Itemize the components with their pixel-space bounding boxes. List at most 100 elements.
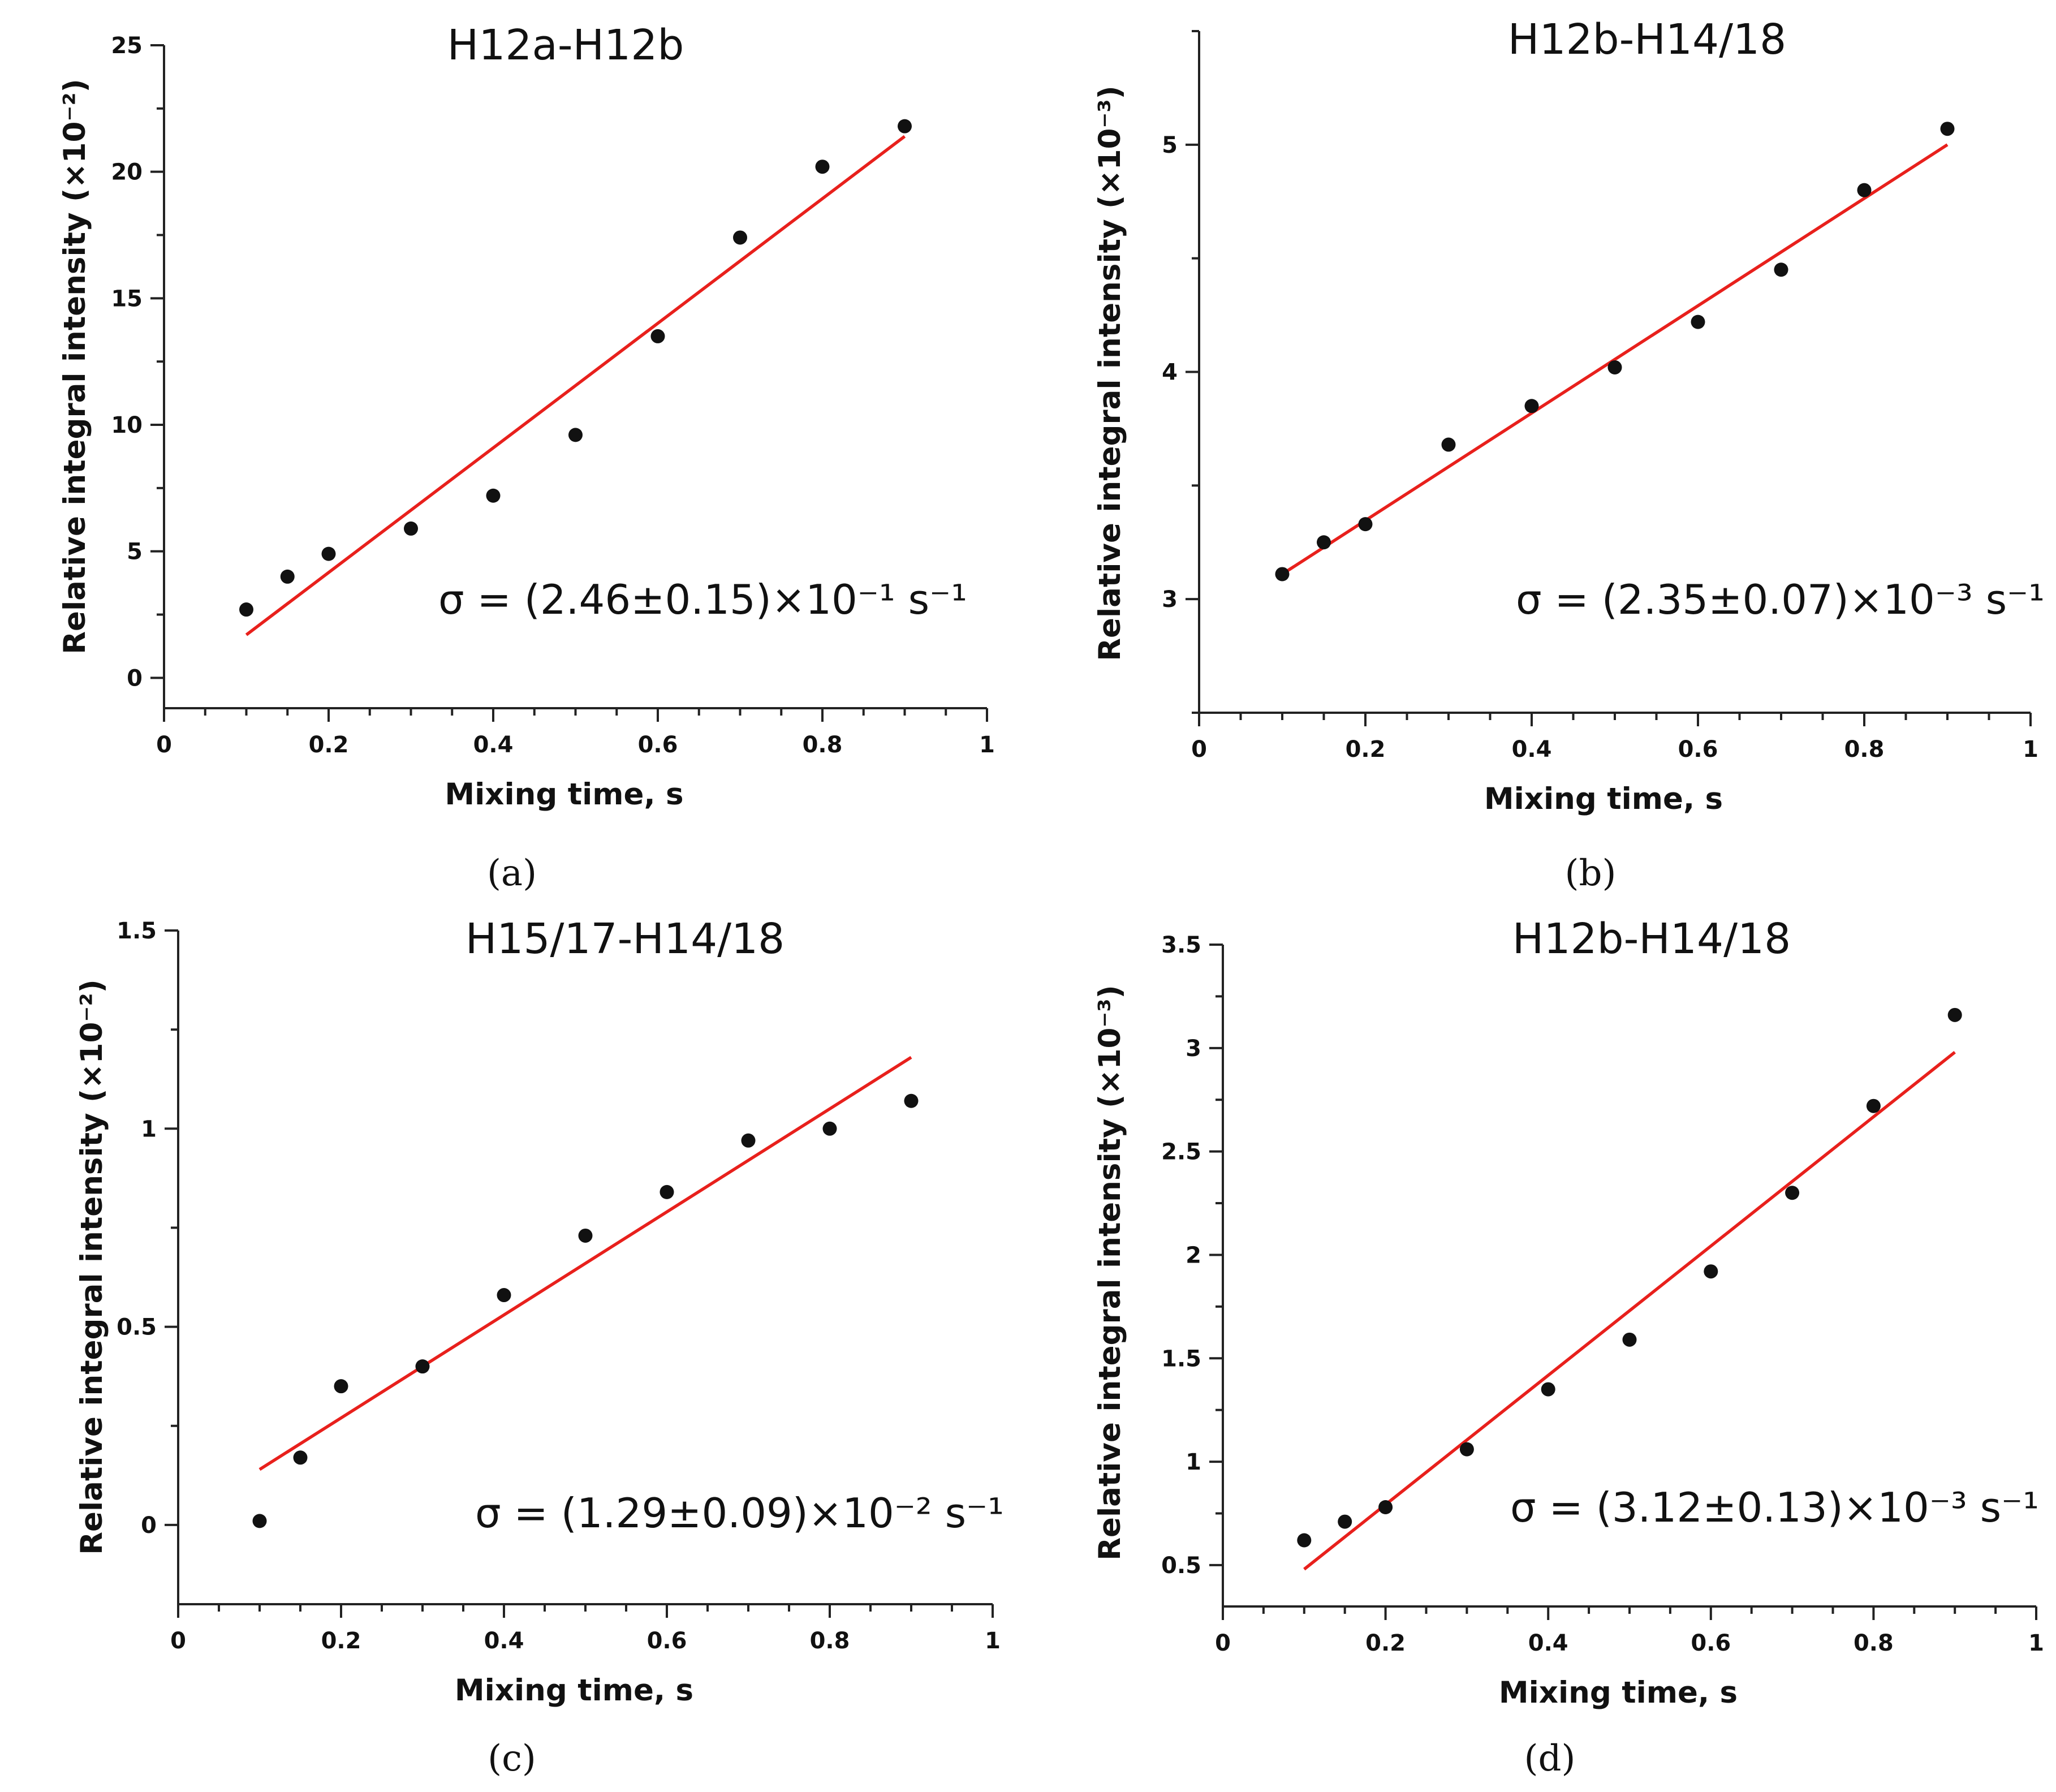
panel-label: (d) (1524, 1738, 1576, 1780)
y-tick-label: 4 (1162, 360, 1178, 386)
x-tick-label: 0.4 (1512, 736, 1552, 763)
data-point (239, 602, 253, 617)
x-axis-label: Mixing time, s (1484, 782, 1723, 816)
data-point (1297, 1533, 1312, 1548)
x-tick-label: 0 (1191, 736, 1207, 763)
data-point (1541, 1382, 1555, 1397)
x-tick-label: 0.4 (484, 1628, 524, 1654)
data-point (497, 1288, 511, 1303)
x-tick-label: 0 (1215, 1630, 1231, 1656)
data-point (1704, 1264, 1718, 1279)
data-point (568, 428, 583, 442)
y-tick-label: 3 (1162, 587, 1178, 613)
data-point (660, 1184, 674, 1199)
data-point (1622, 1332, 1637, 1347)
x-tick-label: 0.2 (309, 732, 349, 758)
y-tick-label: 0 (127, 665, 143, 691)
chart-title: H15/17-H14/18 (465, 915, 785, 963)
sigma-annotation: σ = (2.35±0.07)×10⁻³ s⁻¹ (1516, 576, 2045, 623)
x-tick-label: 0.8 (1844, 736, 1885, 763)
data-point (1947, 1007, 1962, 1022)
x-axis-label: Mixing time, s (1499, 1675, 1738, 1710)
data-point (578, 1228, 593, 1243)
y-tick-label: 15 (111, 286, 143, 312)
y-tick-label: 25 (111, 33, 143, 59)
data-point (280, 569, 295, 584)
y-tick-label: 2 (1186, 1242, 1201, 1268)
data-point (252, 1514, 267, 1528)
data-point (822, 1121, 837, 1136)
data-point (415, 1359, 430, 1374)
data-point (815, 160, 830, 174)
data-point (1857, 183, 1872, 197)
fit-line (1303, 1050, 1956, 1571)
sigma-annotation: σ = (2.46±0.15)×10⁻¹ s⁻¹ (438, 576, 967, 623)
fit-line (258, 1056, 912, 1471)
x-tick-label: 0.2 (1346, 736, 1386, 763)
sigma-annotation: σ = (1.29±0.09)×10⁻² s⁻¹ (475, 1489, 1004, 1537)
y-tick-label: 3.5 (1161, 932, 1201, 958)
x-tick-label: 1 (979, 732, 995, 758)
y-tick-label: 10 (111, 412, 143, 438)
data-point (1607, 360, 1622, 374)
chart-panel-d: 0 0.2 0.4 0.6 0.8 1 0.5 1 1.5 2 2.5 3 3.5 H12b-H14/18… (1093, 915, 2044, 1780)
y-tick-label: 3 (1186, 1036, 1201, 1062)
chart-panel-c: 0 0.2 0.4 0.6 0.8 1 0 0.5 1 1.5 H15/17-H14/18 σ = (… (75, 915, 1004, 1780)
data-point (1940, 122, 1955, 136)
y-tick-label: 2.5 (1161, 1139, 1201, 1165)
y-tick-label: 1.5 (117, 918, 157, 944)
data-point (650, 329, 665, 343)
data-point (486, 488, 501, 503)
data-point (1524, 399, 1539, 413)
y-tick-label: 1 (141, 1116, 157, 1142)
fit-line (245, 135, 906, 636)
data-point (1317, 535, 1331, 550)
x-tick-label: 0.2 (1365, 1630, 1406, 1656)
x-tick-label: 0.6 (1678, 736, 1718, 763)
x-axis-label: Mixing time, s (445, 777, 683, 812)
y-axis-label: Relative integral intensity (×10⁻²) (58, 79, 92, 654)
x-tick-label: 1 (2023, 736, 2038, 763)
data-point (293, 1450, 308, 1465)
y-axis-label: Relative integral intensity (×10⁻³) (1093, 985, 1127, 1561)
x-tick-label: 0.4 (473, 732, 514, 758)
x-tick-label: 0.8 (803, 732, 843, 758)
fit-line (1281, 143, 1949, 576)
data-point (1866, 1099, 1881, 1113)
data-point (404, 521, 418, 536)
y-tick-label: 0.5 (117, 1315, 157, 1341)
x-axis-label: Mixing time, s (455, 1673, 693, 1708)
x-tick-label: 1 (985, 1628, 1001, 1654)
data-point (1774, 262, 1788, 277)
x-tick-label: 0 (170, 1628, 186, 1654)
data-point (1785, 1186, 1800, 1200)
y-tick-label: 1 (1186, 1449, 1201, 1475)
chart-title: H12a-H12b (447, 21, 684, 70)
y-axis-label: Relative integral intensity (×10⁻³) (1093, 85, 1127, 661)
x-tick-label: 0.4 (1528, 1630, 1568, 1656)
data-point (1275, 567, 1290, 581)
y-axis-label: Relative integral intensity (×10⁻²) (75, 979, 109, 1555)
y-tick-label: 0 (141, 1513, 157, 1539)
panel-label: (b) (1565, 852, 1617, 894)
data-point (1378, 1500, 1393, 1514)
data-point (1441, 437, 1456, 452)
data-point (904, 1093, 919, 1108)
chart-title: H12b-H14/18 (1512, 915, 1791, 963)
data-point (898, 119, 912, 133)
x-tick-label: 0 (156, 732, 172, 758)
sigma-annotation: σ = (3.12±0.13)×10⁻³ s⁻¹ (1510, 1484, 2039, 1531)
data-point (334, 1379, 348, 1394)
y-tick-label: 20 (111, 160, 143, 186)
data-point (1358, 517, 1373, 532)
chart-panel-b: 0 0.2 0.4 0.6 0.8 1 3 4 5 H12b-H14/18 σ = (2.35±0.… (1093, 15, 2045, 894)
x-tick-label: 0.2 (321, 1628, 361, 1654)
x-tick-label: 0.6 (638, 732, 678, 758)
data-point (733, 230, 747, 245)
x-tick-label: 1 (2028, 1630, 2044, 1656)
y-tick-label: 5 (1162, 132, 1178, 158)
y-tick-label: 0.5 (1161, 1553, 1201, 1579)
data-point (741, 1133, 756, 1148)
